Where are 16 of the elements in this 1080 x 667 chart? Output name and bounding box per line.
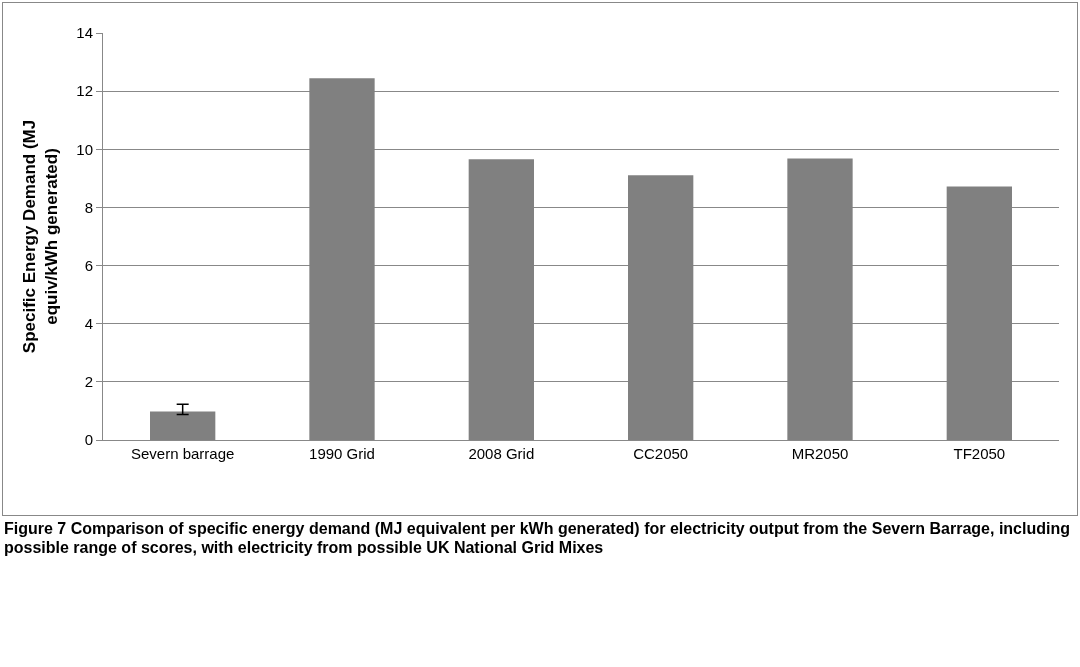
x-tick-label: CC2050: [633, 445, 689, 462]
y-axis-title: Specific Energy Demand (MJ equiv/kWh generated): [19, 119, 61, 354]
y-tick-label: 4: [84, 314, 93, 332]
y-tick-label: 2: [84, 373, 93, 391]
x-tick-label: TF2050: [953, 445, 1006, 462]
x-tick-label: MR2050: [791, 445, 849, 462]
y-tick-label: 10: [76, 140, 93, 158]
y-tick-label: 0: [84, 431, 93, 449]
y-tick-label: 12: [76, 82, 93, 100]
x-tick-label: 2008 Grid: [468, 445, 535, 462]
x-tick-label: 1990 Grid: [309, 445, 375, 462]
y-tick-label: 14: [76, 24, 93, 42]
caption: Figure 7 Comparison of specific energy demand (MJ equivalent per kWh generated) for electricity output from the Severn Barrage, including possible range of scores, with electricity from possible UK National Grid Mixes: [4, 519, 1071, 557]
y-tick-label: 8: [84, 198, 93, 216]
x-tick-label: Severn barrage: [130, 445, 235, 462]
y-tick-label: 6: [84, 256, 93, 274]
